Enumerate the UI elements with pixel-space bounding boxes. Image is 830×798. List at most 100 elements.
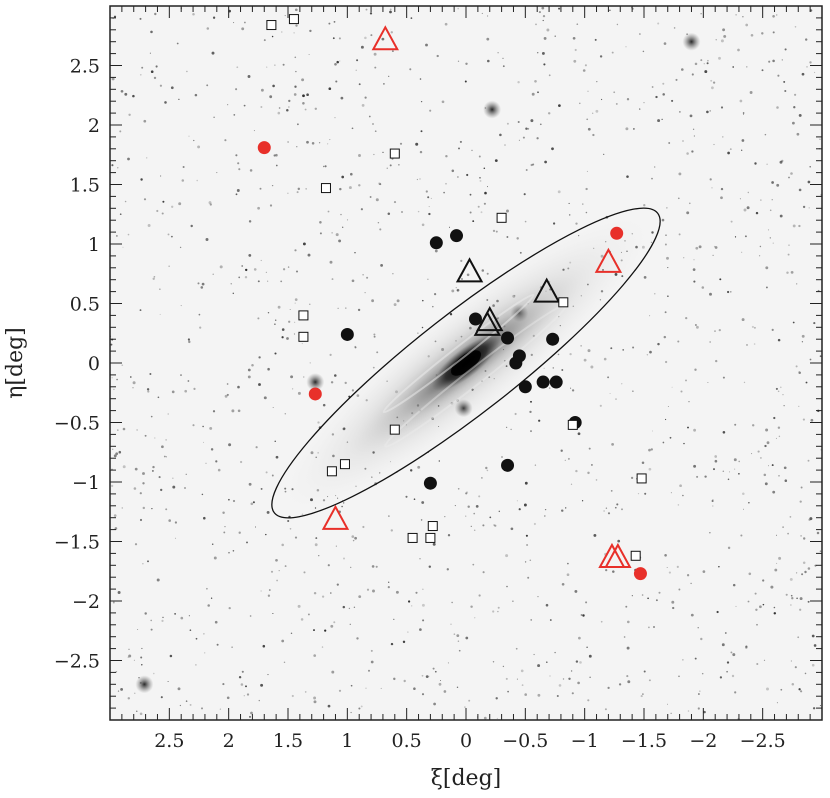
star-speck (232, 292, 235, 295)
star-speck (643, 204, 646, 207)
star-speck (413, 687, 416, 690)
star-speck (765, 266, 769, 270)
point-circle-1-2 (308, 387, 322, 401)
star-speck (655, 95, 658, 99)
star-speck (201, 282, 205, 286)
star-speck (587, 699, 590, 702)
star-speck (381, 37, 385, 41)
star-speck (224, 525, 226, 528)
star-speck (116, 378, 118, 381)
star-speck (146, 157, 148, 159)
star-speck (754, 592, 757, 595)
star-speck (720, 106, 724, 109)
point-triangle-2-0 (455, 257, 484, 283)
star-speck (718, 56, 721, 60)
star-speck (554, 651, 556, 654)
star-speck (154, 12, 157, 16)
star-speck (189, 703, 192, 706)
star-speck (639, 108, 641, 110)
star-speck (150, 628, 153, 631)
star-speck (751, 424, 755, 427)
star-speck (203, 633, 205, 635)
point-square-4-6 (298, 310, 309, 321)
star-speck (740, 534, 743, 537)
star-speck (530, 400, 532, 403)
point-circle-0-8 (536, 375, 550, 389)
star-speck (789, 516, 792, 518)
star-speck (739, 99, 743, 103)
star-speck (720, 187, 724, 191)
star-speck (244, 275, 248, 279)
star-speck (350, 684, 353, 687)
star-speck (226, 383, 229, 385)
star-speck (580, 345, 582, 347)
star-speck (766, 687, 769, 691)
star-speck (294, 321, 296, 323)
point-circle-0-5 (512, 349, 526, 363)
star-speck (212, 273, 214, 275)
star-speck (124, 92, 128, 96)
point-square-4-5 (558, 297, 569, 308)
star-speck (781, 59, 783, 61)
star-speck (399, 142, 403, 145)
star-speck (111, 164, 114, 167)
star-speck (696, 475, 699, 478)
star-speck (334, 116, 336, 119)
star-speck (704, 475, 707, 478)
star-speck (270, 570, 274, 573)
star-speck (150, 619, 153, 622)
star-speck (765, 286, 768, 289)
star-speck (665, 418, 667, 421)
star-speck (290, 375, 294, 379)
star-speck (228, 551, 230, 554)
star-speck (625, 605, 628, 608)
star-speck (574, 48, 577, 52)
star-speck (530, 619, 533, 621)
star-speck (321, 646, 324, 648)
star-speck (615, 398, 617, 400)
star-speck (252, 501, 255, 504)
star-speck (352, 539, 355, 542)
star-speck (738, 472, 740, 475)
star-speck (745, 23, 749, 27)
star-speck (586, 170, 588, 172)
star-speck (535, 23, 537, 26)
star-speck (526, 543, 529, 547)
star-speck (567, 457, 570, 460)
dust-lane (382, 293, 535, 414)
star-speck (773, 612, 777, 615)
star-speck (183, 486, 187, 490)
star-speck (678, 588, 681, 591)
star-speck (235, 154, 238, 157)
star-speck (121, 507, 123, 509)
star-speck (678, 675, 680, 678)
star-speck (464, 80, 467, 83)
star-speck (575, 222, 578, 225)
star-speck (541, 6, 545, 10)
star-speck (151, 469, 154, 472)
star-speck (272, 612, 274, 615)
star-speck (428, 675, 430, 677)
star-speck (288, 106, 290, 108)
star-speck (657, 342, 660, 346)
star-speck (664, 360, 668, 364)
star-speck (156, 578, 160, 582)
star-speck (209, 203, 212, 206)
star-speck (700, 637, 703, 641)
star-speck (240, 683, 244, 686)
star-speck (761, 69, 764, 72)
star-speck (362, 525, 365, 529)
star-speck (202, 425, 204, 428)
star-speck (592, 112, 594, 114)
star-speck (348, 186, 352, 190)
star-speck (161, 445, 164, 449)
star-speck (275, 455, 279, 459)
star-speck (338, 689, 342, 692)
star-speck (307, 253, 311, 257)
star-speck (443, 690, 447, 693)
star-speck (683, 442, 685, 445)
star-speck (120, 687, 124, 691)
star-speck (611, 443, 614, 446)
star-speck (631, 595, 633, 597)
star-speck (257, 206, 260, 210)
